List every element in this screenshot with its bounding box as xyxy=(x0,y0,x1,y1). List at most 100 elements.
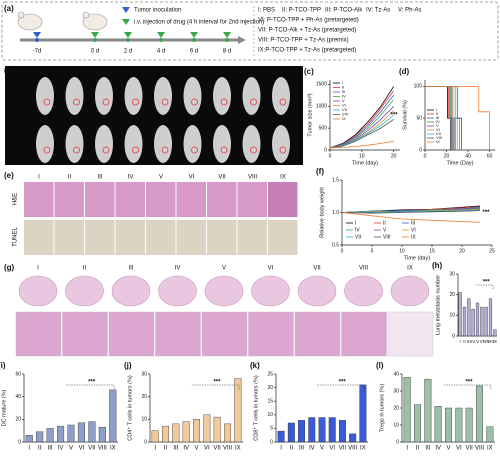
y-tick-label: 1.5 xyxy=(332,177,339,183)
timeline-marker xyxy=(157,32,165,38)
legend-label: II xyxy=(383,220,386,226)
mouse-photo xyxy=(213,125,231,163)
lung-slice xyxy=(251,275,290,307)
x-tick-label: I xyxy=(154,446,156,452)
mouse-photo xyxy=(213,77,231,115)
y-tick-label: 0 xyxy=(324,147,327,153)
tumor-marker xyxy=(191,146,198,154)
group-label: I xyxy=(37,266,39,272)
row-label: H&E xyxy=(13,193,19,205)
group-label: VIII xyxy=(248,175,257,181)
x-tick-label: 20 xyxy=(444,153,450,159)
legend-label: II xyxy=(436,111,438,116)
x-tick-label: II xyxy=(290,446,294,452)
timeline-marker xyxy=(223,32,231,38)
significance-bracket xyxy=(191,384,240,390)
legend-label: V xyxy=(342,98,345,103)
x-tick-label: 0 xyxy=(424,153,427,159)
day-label: 0 d xyxy=(91,49,99,55)
legend-label: VII xyxy=(436,131,441,136)
panel-label: (c) xyxy=(304,67,314,76)
group-label: V xyxy=(159,175,163,181)
tumor-marker xyxy=(73,98,80,106)
tissue-image xyxy=(54,182,84,217)
significance: *** xyxy=(213,380,221,386)
bar xyxy=(471,308,475,337)
event-label: Tumor inoculation xyxy=(134,8,181,14)
mouse-photo xyxy=(272,125,290,163)
timeline-dot xyxy=(126,38,130,42)
lung-slice xyxy=(390,275,430,307)
tissue-image xyxy=(176,182,206,217)
bar xyxy=(213,416,221,443)
bar xyxy=(36,431,44,443)
tissue-image xyxy=(207,220,237,255)
legend-label: VI xyxy=(411,227,416,233)
significance: *** xyxy=(483,280,491,286)
y-tick-label: 1000 xyxy=(316,104,327,110)
x-tick-label: I xyxy=(460,339,461,344)
legend-label: VIII xyxy=(342,112,348,117)
bar xyxy=(67,424,75,443)
mouse-photo xyxy=(124,125,143,163)
y-tick-label: 20 xyxy=(449,292,455,298)
y-axis-label: DC mature (%) xyxy=(1,389,7,426)
mouse-photo xyxy=(272,77,290,115)
group-label: VII xyxy=(218,71,226,77)
lung-zoom xyxy=(155,311,201,357)
x-tick-label: VII xyxy=(339,446,347,452)
y-axis-label: CD8⁺ T cells in tumors (%) xyxy=(252,375,259,441)
legend-label: VI xyxy=(342,103,346,108)
bar xyxy=(151,430,159,443)
legend-marker xyxy=(122,7,130,13)
series-line xyxy=(329,140,394,149)
panel-a-frame xyxy=(1,1,499,61)
group-label: IV xyxy=(131,71,137,77)
series-line xyxy=(329,119,394,149)
tumor-marker xyxy=(279,146,287,154)
panel-label: (l) xyxy=(376,361,384,370)
y-tick-label: 0 xyxy=(419,147,422,153)
legend-label: IX xyxy=(436,139,440,144)
y-axis-label: Tumor size (mm³) xyxy=(307,93,313,136)
lung-slice xyxy=(111,275,151,307)
x-tick-label: III xyxy=(299,446,304,452)
x-tick-label: 0 xyxy=(341,248,344,254)
group-label: III xyxy=(128,266,133,272)
x-tick-label: IX xyxy=(110,446,116,452)
legend-label: V xyxy=(436,123,439,128)
y-tick-label: 20 xyxy=(141,394,147,400)
x-tick-label: IX xyxy=(493,339,497,344)
tissue-image xyxy=(85,220,115,255)
bar xyxy=(46,428,54,443)
x-tick-label: VIII xyxy=(475,446,484,452)
x-tick-label: VI xyxy=(456,446,462,452)
bar xyxy=(277,430,285,443)
lung-zoom xyxy=(201,311,248,357)
significance: *** xyxy=(88,380,96,386)
y-tick-label: 100 xyxy=(414,84,423,90)
tumor-marker xyxy=(132,146,139,154)
mouse-ear xyxy=(17,11,25,19)
x-tick-label: III xyxy=(48,446,53,452)
y-tick-label: 0 xyxy=(452,333,455,339)
x-tick-label: IX xyxy=(487,446,493,452)
x-tick-label: IV xyxy=(435,446,441,452)
x-tick-label: VIII xyxy=(98,446,107,452)
mouse-photo xyxy=(65,77,84,115)
x-tick-label: III xyxy=(425,446,430,452)
timeline-marker xyxy=(124,32,132,38)
y-axis-label: CD4⁺ T cells in tumors (%) xyxy=(126,375,133,441)
panel-label: (e) xyxy=(4,171,14,180)
group-label: II xyxy=(73,71,77,77)
x-tick-label: 20 xyxy=(459,248,465,254)
panel-label: (g) xyxy=(4,263,15,272)
x-tick-label: III xyxy=(173,446,178,452)
group-label: II xyxy=(83,266,87,272)
legend-label: IX xyxy=(411,234,416,240)
group-label: V: Ph-As xyxy=(398,8,421,14)
y-axis-label: Lung metastasis number xyxy=(435,275,441,335)
group-label: I xyxy=(44,71,46,77)
bar xyxy=(480,306,484,337)
group-label: IV xyxy=(175,266,181,272)
